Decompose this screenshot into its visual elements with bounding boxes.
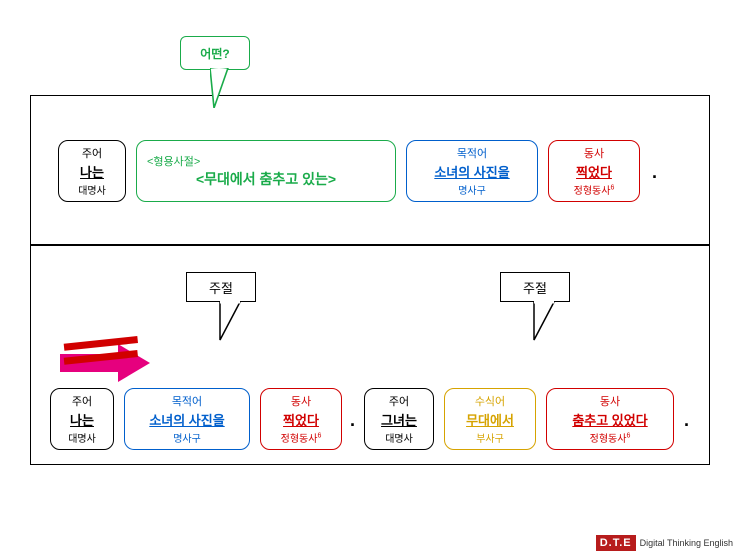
callout-tail-right [530, 300, 570, 350]
row2-subject1-box: 주어 나는 대명사 [50, 388, 114, 450]
row1-subject-box: 주어 나는 대명사 [58, 140, 126, 202]
row2-verb2-box: 동사 춤추고 있었다 정형동사6 [546, 388, 674, 450]
main-text: 나는 [80, 162, 104, 181]
main-text: 소녀의 사진을 [434, 162, 509, 181]
sub-label: 명사구 [458, 182, 486, 197]
role-label: 동사 [584, 145, 604, 161]
row1-verb-box: 동사 찍었다 정형동사6 [548, 140, 640, 202]
sub-label: 명사구 [173, 430, 201, 445]
row1-object-box: 목적어 소녀의 사진을 명사구 [406, 140, 538, 202]
not-equal-arrow-icon [60, 330, 160, 390]
bubble-text: 어떤? [200, 45, 229, 62]
bubble-tail [210, 68, 240, 108]
main-text: 그녀는 [381, 410, 417, 429]
main-text: 찍었다 [576, 162, 612, 181]
role-label: 동사 [600, 393, 620, 409]
sub-label: 정형동사6 [590, 430, 631, 445]
main-text: 찍었다 [283, 410, 319, 429]
role-label: 주어 [72, 393, 92, 409]
bubble-question: 어떤? [180, 36, 250, 70]
logo-mark: D.T.E [596, 535, 636, 551]
sub-label: 대명사 [78, 182, 106, 197]
role-label: 주어 [82, 145, 102, 161]
callout-main-clause-left: 주절 [186, 272, 256, 302]
row2-verb1-box: 동사 찍었다 정형동사6 [260, 388, 342, 450]
callout-main-clause-right: 주절 [500, 272, 570, 302]
row1-period: . [652, 162, 657, 183]
role-label: <형용사절> [137, 153, 395, 169]
main-text: 나는 [70, 410, 94, 429]
row2-modifier-box: 수식어 무대에서 부사구 [444, 388, 536, 450]
role-label: 주어 [389, 393, 409, 409]
row2-subject2-box: 주어 그녀는 대명사 [364, 388, 434, 450]
callout-text: 주절 [523, 278, 547, 297]
sub-label: 대명사 [68, 430, 96, 445]
main-text: 무대에서 [466, 410, 514, 429]
sub-label: 대명사 [385, 430, 413, 445]
main-text: <무대에서 춤추고 있는> [196, 169, 336, 189]
brand-logo: D.T.E Digital Thinking English [596, 535, 733, 551]
role-label: 목적어 [457, 145, 487, 161]
callout-text: 주절 [209, 278, 233, 297]
role-label: 목적어 [172, 393, 202, 409]
main-text: 춤추고 있었다 [572, 410, 647, 429]
row2-period2: . [684, 410, 689, 431]
row2-period1: . [350, 410, 355, 431]
callout-tail-left [216, 300, 256, 350]
sub-label: 부사구 [476, 430, 504, 445]
main-text: 소녀의 사진을 [149, 410, 224, 429]
sub-label: 정형동사6 [574, 182, 615, 197]
sub-label: 정형동사6 [281, 430, 322, 445]
logo-text: Digital Thinking English [640, 538, 733, 548]
role-label: 수식어 [475, 393, 505, 409]
row1-adjective-clause-box: <형용사절> <무대에서 춤추고 있는> [136, 140, 396, 202]
role-label: 동사 [291, 393, 311, 409]
row2-object1-box: 목적어 소녀의 사진을 명사구 [124, 388, 250, 450]
